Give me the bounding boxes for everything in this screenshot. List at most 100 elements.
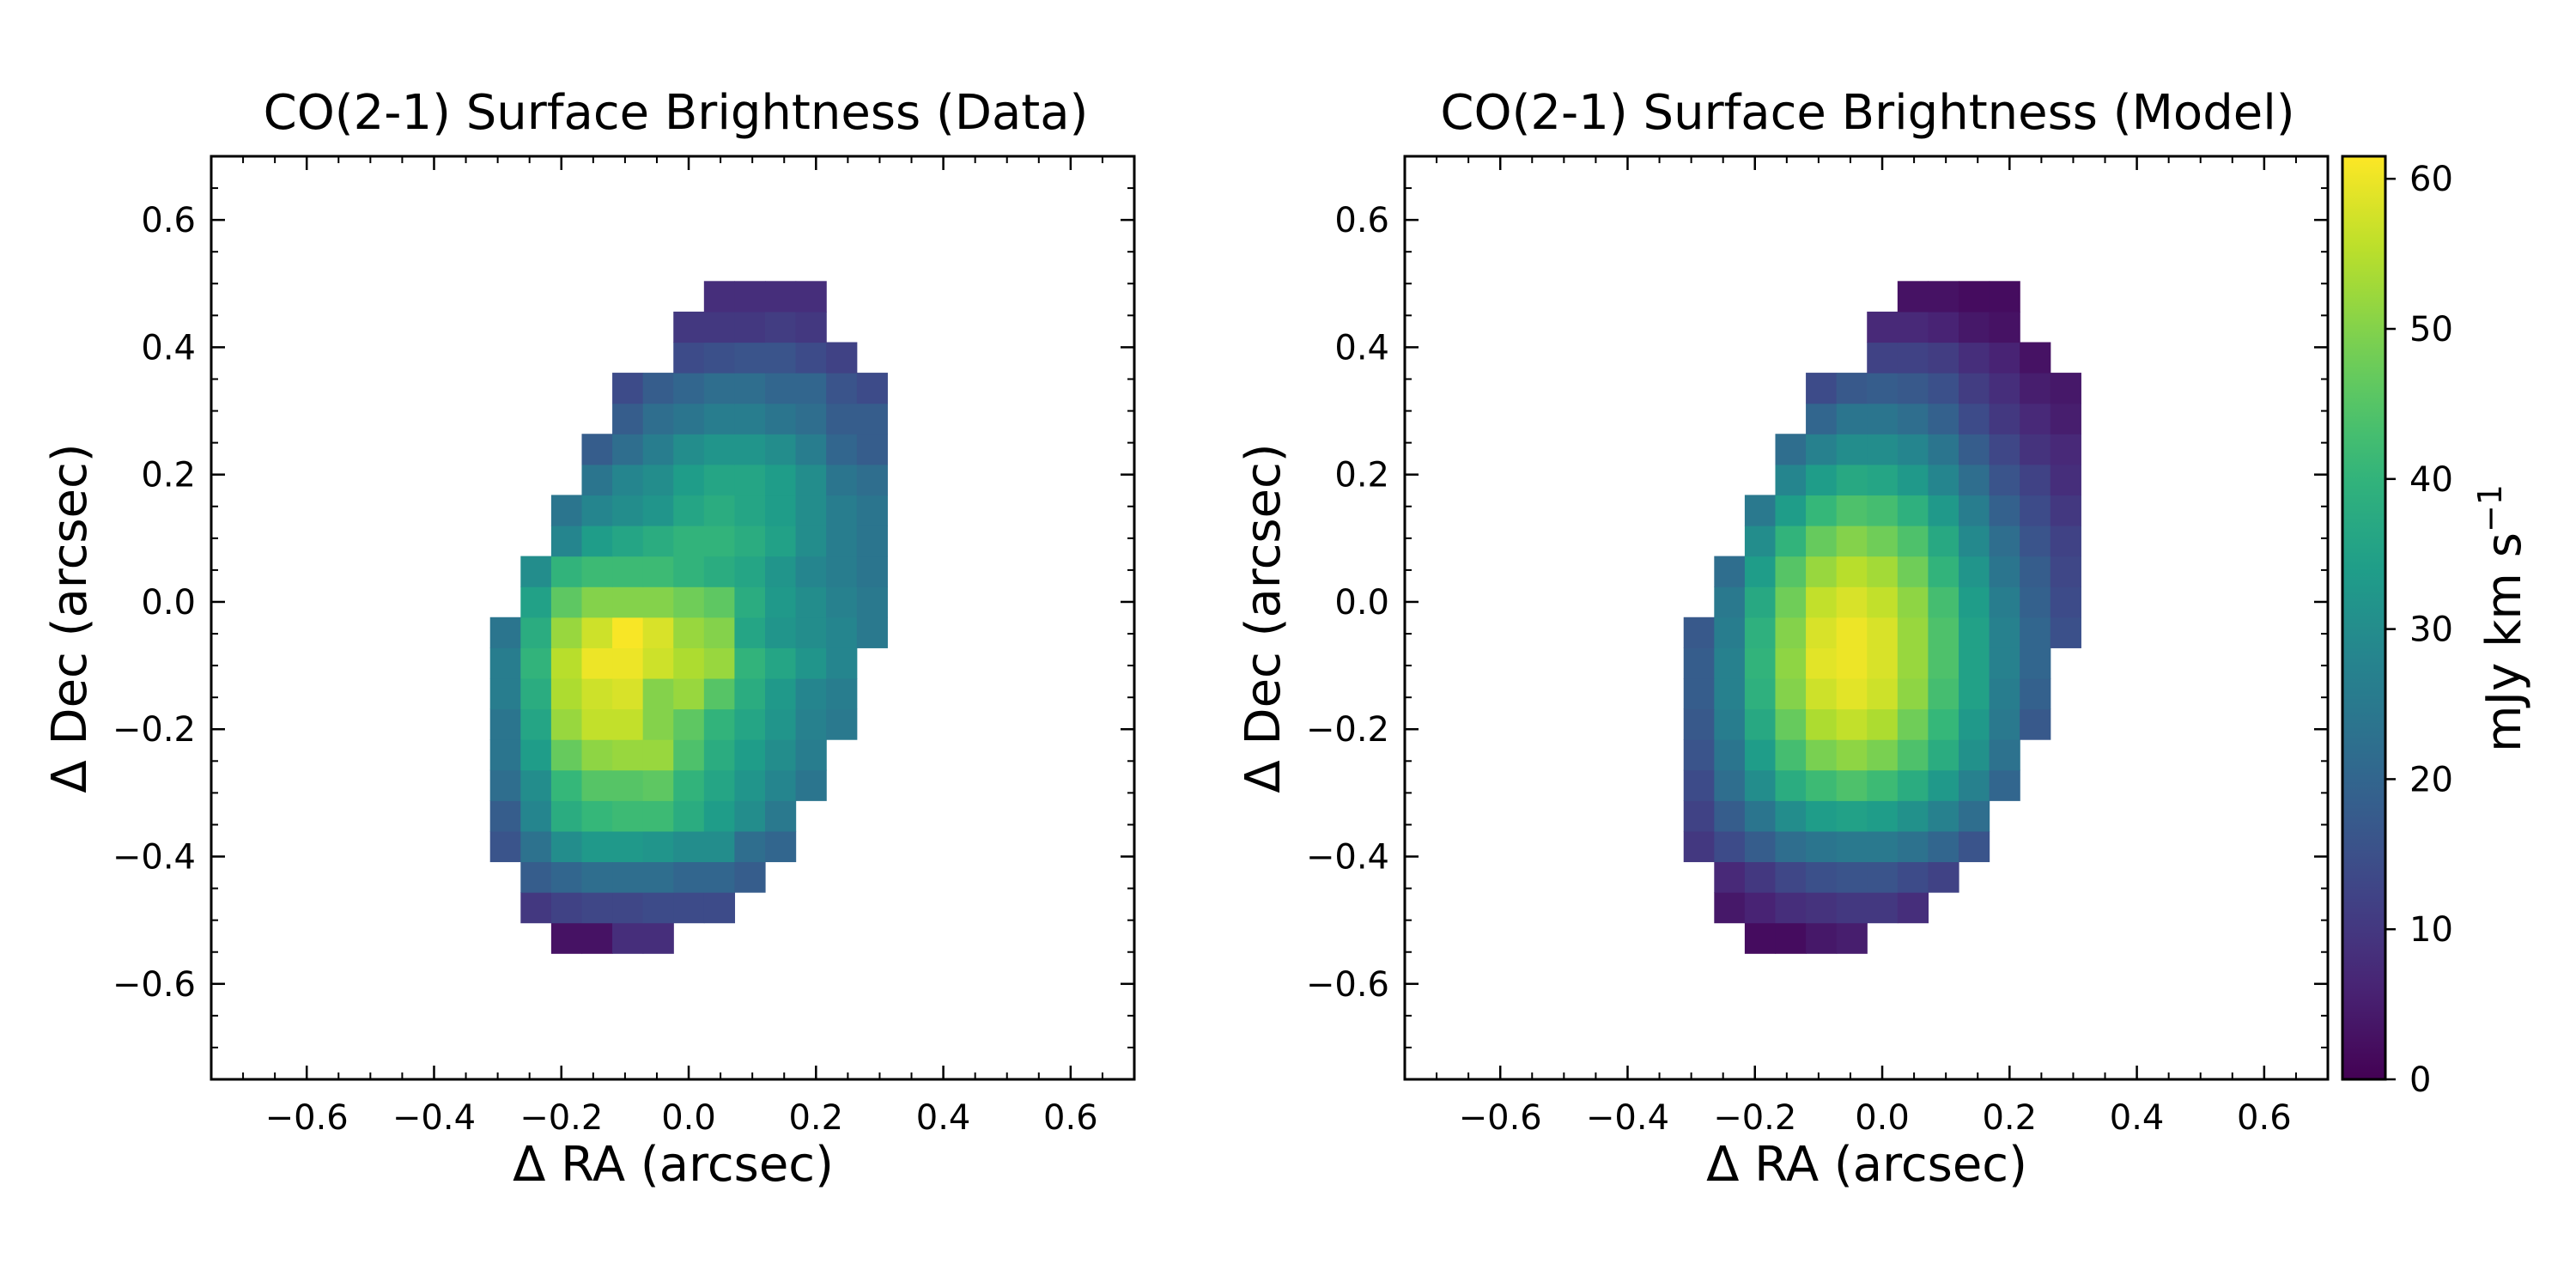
heatmap-cell [2050,373,2081,404]
heatmap-cell [826,434,858,465]
heatmap-cell [765,586,797,618]
heatmap-cell [795,647,827,679]
heatmap-cell [1897,342,1929,374]
heatmap-cell [1989,708,2020,740]
heatmap-cell [673,647,705,679]
heatmap-cell [1867,708,1899,740]
heatmap-cell [581,495,613,526]
heatmap-cell [642,403,674,434]
heatmap-cell [826,495,858,526]
heatmap-cell [1867,311,1899,343]
heatmap-cell [1806,922,1838,954]
heatmap-cell [581,464,613,496]
heatmap-cell [1836,647,1868,679]
heatmap-cell [734,769,766,801]
heatmap-cell [795,281,827,313]
heatmap-cell [1867,464,1899,496]
heatmap-cell [642,830,674,863]
y-tick-label: −0.2 [112,710,196,750]
heatmap-cell [550,617,583,648]
heatmap-cell [1836,403,1868,434]
heatmap-cell [826,373,858,404]
heatmap-cell [1989,342,2020,374]
heatmap-cell [703,892,736,924]
heatmap-cell [642,617,674,648]
heatmap-cell [1836,708,1868,740]
heatmap-cell [734,526,766,557]
heatmap-cell [489,739,521,771]
heatmap-cell [826,586,858,618]
heatmap-cell [1867,830,1899,863]
colorbar-label: mJy km s−1 [2471,484,2532,752]
heatmap-cell [1683,830,1715,863]
x-tick-label: 0.2 [788,1098,843,1138]
heatmap-cell [1836,861,1868,893]
heatmap-cell [856,373,888,404]
x-axis-label: Δ RA (arcsec) [1706,1137,2027,1193]
heatmap-cell [550,677,583,710]
heatmap-cell [1744,708,1777,740]
heatmap-cell [1806,830,1838,863]
heatmap-cell [612,677,644,710]
heatmap-cell [765,311,797,343]
heatmap-cell [826,647,858,679]
heatmap-cell [550,922,583,954]
heatmap-cell [1775,464,1807,496]
heatmap-cell [520,800,552,832]
x-tick-label: −0.2 [1713,1098,1796,1138]
heatmap-cell [581,830,613,863]
heatmap-cell [1897,556,1929,587]
heatmap-cell [1775,434,1807,465]
heatmap-cell [1959,342,1990,374]
heatmap-cell [612,526,644,557]
heatmap-cell [673,311,705,343]
heatmap-cell [1959,434,1990,465]
heatmap-cell [1989,586,2020,618]
heatmap-cell [2020,434,2051,465]
heatmap-cell [703,861,736,893]
heatmap-cell [1867,861,1899,893]
panel-data: CO(2-1) Surface Brightness (Data) −0.6 −0… [42,85,1136,1193]
heatmap-cell [1867,647,1899,679]
colorbar-tick-label: 0 [2409,1060,2431,1100]
heatmap-cell [520,647,552,679]
y-tick-label: −0.2 [1306,710,1389,750]
heatmap-cell [612,403,644,434]
colorbar-tick-label: 60 [2409,160,2453,199]
heatmap-cell [1714,892,1746,924]
heatmap-cell [673,373,705,404]
axis-ticks: −0.6 −0.4 −0.2 0.0 0.2 0.4 0.6 −0.6 −0.4 −0.2 0.0 0… [112,156,1134,1138]
heatmap-cell [581,617,613,648]
heatmap-cell [765,800,797,832]
heatmap-cell [795,708,827,740]
heatmap-cell [765,373,797,404]
colorbar-label-main: mJy km s [2476,532,2532,752]
heatmap-cell [1714,861,1746,893]
heatmap-cell [612,586,644,618]
heatmap-cell [673,495,705,526]
plot-frame [210,155,1136,1081]
heatmap-cell [856,526,888,557]
heatmap-cell [1928,647,1959,679]
x-tick-label: −0.6 [1459,1098,1542,1138]
heatmap-cell [642,434,674,465]
heatmap-cell [1806,373,1838,404]
heatmap-cell [795,342,827,374]
heatmap-cell [734,647,766,679]
heatmap-cell [765,708,797,740]
heatmap-cell [795,495,827,526]
heatmap-cell [1775,769,1807,801]
panel-title: CO(2-1) Surface Brightness (Model) [1440,85,2294,141]
heatmap-cell [1989,647,2020,679]
heatmap-cell [673,434,705,465]
heatmap-cell [826,556,858,587]
colorbar-tick-label: 30 [2409,611,2453,650]
heatmap-cell [612,464,644,496]
x-axis-label: Δ RA (arcsec) [513,1137,834,1193]
heatmap-cell [1714,739,1746,771]
heatmap-cell [2050,464,2081,496]
heatmap-cell [1928,342,1959,374]
heatmap-cell [642,586,674,618]
heatmap-cell [642,677,674,710]
x-tick-label: −0.4 [392,1098,476,1138]
